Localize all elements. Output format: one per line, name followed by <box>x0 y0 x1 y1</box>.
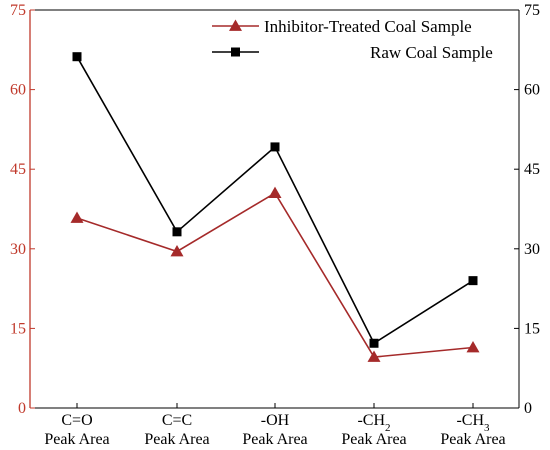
right-tick-label: 30 <box>524 241 540 258</box>
data-point <box>367 350 381 362</box>
legend-marker <box>229 19 242 31</box>
data-point <box>170 244 184 257</box>
legend-item: Inhibitor-Treated Coal Sample <box>212 17 472 36</box>
x-tick-label-line2: Peak Area <box>242 431 307 448</box>
legend-label: Inhibitor-Treated Coal Sample <box>264 17 472 36</box>
x-tick-label: -OH <box>261 412 290 429</box>
right-tick-label: 15 <box>524 320 540 337</box>
right-tick-label: 0 <box>524 400 532 417</box>
x-tick-label-line2: Peak Area <box>44 431 109 448</box>
data-point <box>468 276 478 286</box>
left-tick-label: 15 <box>10 320 26 337</box>
series-inhibitor-treated <box>70 186 480 362</box>
x-tick-label: C=O <box>61 412 92 429</box>
legend-label: Raw Coal Sample <box>370 43 493 62</box>
right-tick-label: 45 <box>524 161 540 178</box>
data-point <box>270 142 280 152</box>
plot-frame <box>30 9 519 409</box>
right-tick-label: 75 <box>524 2 540 19</box>
data-point <box>72 52 82 62</box>
data-point <box>466 341 480 353</box>
x-tick-label-line2: Peak Area <box>341 431 406 448</box>
data-point <box>172 227 182 237</box>
right-y-axis: 0 15 30 45 60 75 <box>514 2 540 417</box>
x-tick-label-line2: Peak Area <box>144 431 209 448</box>
left-tick-label: 45 <box>10 161 26 178</box>
series-line <box>76 191 474 358</box>
data-point <box>369 338 379 348</box>
left-tick-label: 30 <box>10 241 26 258</box>
series-layer <box>70 52 480 362</box>
legend-marker <box>231 47 240 57</box>
data-point <box>268 186 282 198</box>
x-tick-label: C=C <box>162 412 192 429</box>
series-raw <box>72 52 478 348</box>
data-point <box>70 211 84 223</box>
x-tick-label: -CH3 <box>456 412 490 434</box>
left-tick-label: 75 <box>10 2 26 19</box>
left-y-axis: 0 15 30 45 60 75 <box>10 2 35 417</box>
x-tick-label-line2: Peak Area <box>440 431 505 448</box>
left-tick-label: 60 <box>10 82 26 99</box>
right-tick-label: 60 <box>524 82 540 99</box>
left-tick-label: 0 <box>18 400 26 417</box>
x-tick-label: -CH2 <box>357 412 390 434</box>
legend-item: Raw Coal Sample <box>212 43 493 62</box>
series-line <box>76 56 474 345</box>
legend: Inhibitor-Treated Coal Sample Raw Coal Sa… <box>212 17 493 62</box>
